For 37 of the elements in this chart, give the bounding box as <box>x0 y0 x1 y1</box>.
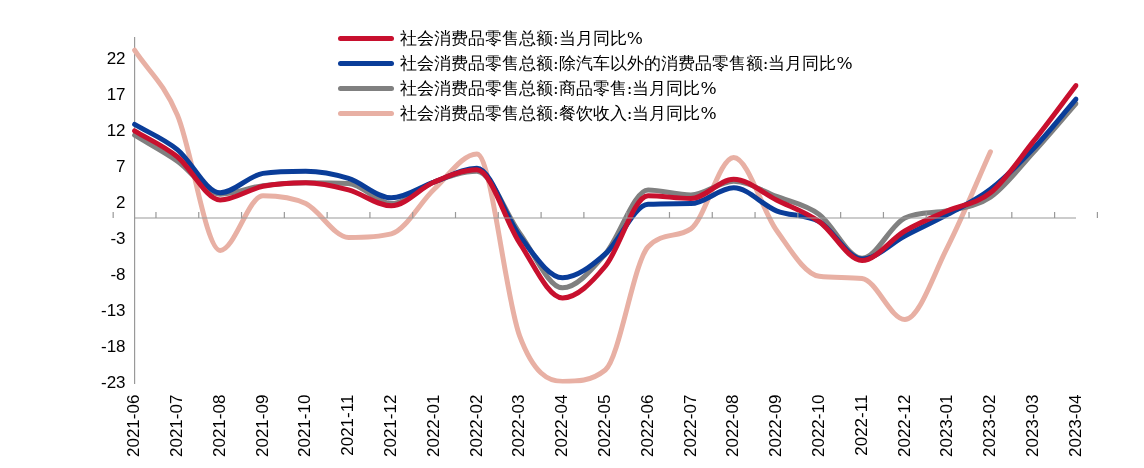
x-tick-label: 2021-09 <box>252 394 272 457</box>
x-tick-label: 2022-01 <box>423 394 443 457</box>
x-tick-label: 2023-03 <box>1022 394 1042 457</box>
x-tick-label: 2022-06 <box>637 394 657 457</box>
legend-label: 社会消费品零售总额:除汽车以外的消费品零售额:当月同比% <box>400 52 853 75</box>
x-tick-label: 2022-03 <box>509 394 529 457</box>
y-tick-label: 22 <box>106 49 126 69</box>
x-tick-label: 2022-04 <box>552 394 572 457</box>
x-tick-label: 2022-10 <box>808 394 828 457</box>
y-tick-label: -8 <box>110 265 126 285</box>
x-tick-label: 2023-04 <box>1065 394 1085 457</box>
legend-label: 社会消费品零售总额:餐饮收入:当月同比% <box>400 102 717 125</box>
x-tick-label: 2021-08 <box>209 394 229 457</box>
x-tick-label: 2022-12 <box>894 394 914 457</box>
x-tick-label: 2022-02 <box>466 394 486 457</box>
x-tick-label: 2022-05 <box>594 394 614 457</box>
y-tick-label: 17 <box>106 85 126 105</box>
y-tick-label: 7 <box>116 157 126 177</box>
y-tick-label: -13 <box>100 301 126 321</box>
x-tick-label: 2021-06 <box>124 394 144 457</box>
x-tick-label: 2023-02 <box>980 394 1000 457</box>
x-tick-label: 2021-10 <box>295 394 315 457</box>
y-tick-label: 2 <box>116 193 126 213</box>
y-tick-label: -3 <box>110 229 126 249</box>
x-tick-label: 2021-07 <box>167 394 187 457</box>
x-tick-label: 2023-01 <box>937 394 957 457</box>
x-tick-label: 2021-12 <box>381 394 401 457</box>
x-tick-label: 2022-08 <box>723 394 743 457</box>
x-tick-label: 2022-07 <box>680 394 700 457</box>
x-tick-label: 2021-11 <box>338 394 358 456</box>
x-tick-label: 2022-09 <box>766 394 786 457</box>
legend-label: 社会消费品零售总额:商品零售:当月同比% <box>400 77 717 100</box>
legend-label: 社会消费品零售总额:当月同比% <box>400 27 643 50</box>
x-tick-label: 2022-11 <box>851 394 871 456</box>
y-tick-label: 12 <box>106 121 126 141</box>
y-tick-label: -23 <box>100 373 126 393</box>
y-tick-label: -18 <box>100 337 126 357</box>
